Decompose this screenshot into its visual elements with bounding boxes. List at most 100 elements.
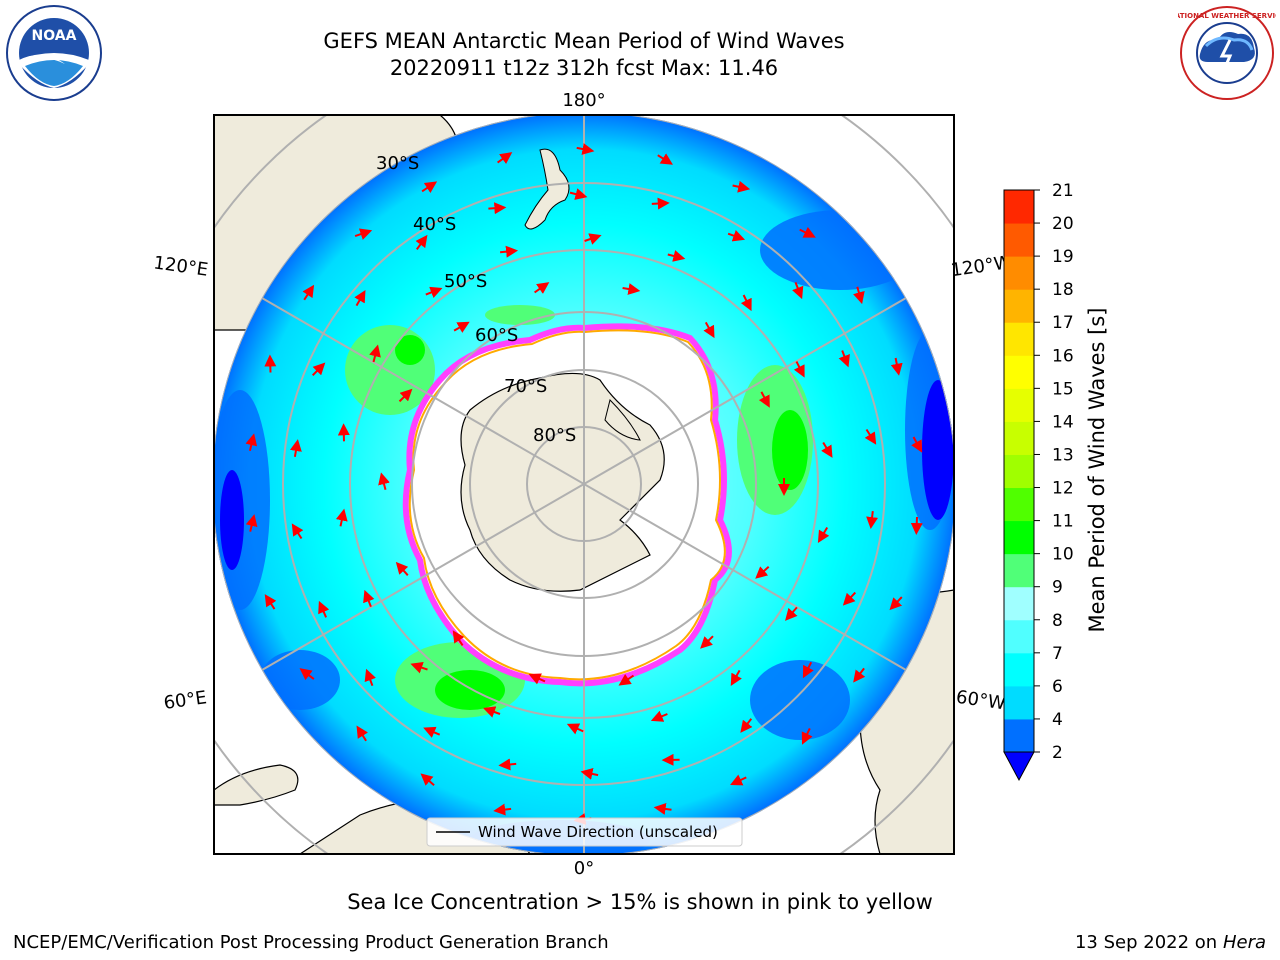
wind-wave-arrow [410, 661, 428, 674]
wind-wave-arrow [864, 428, 877, 445]
wind-wave-arrow [622, 283, 641, 295]
wind-wave-arrow [821, 441, 833, 458]
wind-wave-arrow [584, 233, 602, 245]
wind-wave-arrow [497, 152, 513, 164]
wind-wave-arrow [703, 321, 715, 339]
graticule [214, 115, 954, 854]
wind-wave-arrow [727, 230, 746, 242]
wind-wave-arrow [415, 234, 428, 250]
wind-wave-arrow [799, 226, 816, 238]
wind-wave-arrow [580, 768, 599, 780]
lon-label-180: 180° [562, 90, 605, 111]
colorbar-tick-label: 8 [1052, 611, 1063, 631]
wind-wave-arrow [498, 758, 517, 771]
colorbar-segment [1004, 718, 1034, 753]
wind-wave-arrow [740, 718, 753, 733]
wind-wave-arrow [650, 710, 668, 722]
wind-wave-arrow [651, 197, 670, 210]
wind-wave-arrow [802, 661, 814, 679]
colorbar-tick-label: 6 [1052, 677, 1063, 697]
wind-wave-arrow [730, 669, 742, 687]
wind-wave-arrow [785, 606, 798, 621]
wind-wave-arrow [534, 282, 550, 294]
madagascar-landmass [214, 764, 299, 806]
shortest-period-patches [220, 380, 954, 570]
wind-wave-arrow [423, 726, 441, 738]
wind-wave-arrow [420, 773, 435, 786]
wind-wave-arrow [378, 472, 390, 491]
wind-wave-arrow [453, 321, 470, 333]
colorbar-segment [1004, 454, 1034, 489]
colorbar-border [1003, 189, 1035, 753]
wind-wave-arrow [500, 245, 519, 258]
wind-wave-arrow [488, 202, 507, 215]
wind-wave-arrow [354, 228, 373, 240]
noaa-logo-text: NOAA [32, 28, 77, 44]
colorbar-tick-label: 16 [1052, 346, 1074, 366]
wind-wave-arrow [817, 526, 830, 543]
colorbar-segment [1004, 355, 1034, 389]
colorbar-tick-label: 2 [1052, 743, 1063, 763]
wind-wave-arrow [364, 668, 376, 687]
wind-wave-arrow [354, 290, 366, 307]
wind-wave-arrow [363, 589, 375, 608]
wind-wave-arrow [569, 188, 588, 200]
colorbar-segment [1004, 388, 1034, 422]
noaa-logo: NOAA [6, 5, 102, 101]
wind-wave-arrow [653, 803, 672, 815]
colorbar-segment [1004, 190, 1034, 224]
wind-wave-arrow [740, 294, 752, 312]
wind-wave-arrow [566, 723, 584, 735]
colorbar-segment [1004, 256, 1034, 290]
wind-wave-arrow [299, 668, 315, 681]
lon-label-120e: 120°E [152, 252, 209, 280]
colorbar-tick-label: 14 [1052, 412, 1074, 432]
colorbar-tick-label: 20 [1052, 214, 1074, 234]
sea-ice-caption: Sea Ice Concentration > 15% is shown in … [347, 890, 933, 914]
wind-wave-arrow [732, 180, 751, 193]
colorbar-segment [1004, 586, 1034, 621]
colorbar-tick-label: 19 [1052, 247, 1074, 267]
wind-wave-arrow [289, 439, 302, 457]
wind-wave-arrow [667, 250, 686, 262]
wind-wave-arrow [853, 286, 865, 305]
wind-wave-arrow [369, 344, 381, 363]
lat-label-40s: 40°S [413, 214, 456, 235]
colorbar-segment [1004, 520, 1034, 555]
wind-wave-arrow [395, 561, 409, 576]
colorbar-extend-arrow [1003, 751, 1035, 782]
lat-label-30s: 30°S [376, 153, 419, 174]
lat-label-50s: 50°S [444, 271, 487, 292]
wind-wave-arrow [483, 706, 501, 718]
colorbar-segment [1004, 223, 1034, 257]
wind-wave-arrow [758, 391, 770, 408]
colorbar-tick-label: 11 [1052, 512, 1074, 532]
wind-wave-arrow [264, 594, 277, 610]
colorbar-tick-label: 4 [1052, 710, 1063, 730]
map-frame-border [213, 114, 955, 855]
legend-label: Wind Wave Direction (unscaled) [478, 823, 718, 841]
footer-credit: NCEP/EMC/Verification Post Processing Pr… [13, 932, 609, 953]
colorbar-tick-label: 17 [1052, 313, 1074, 333]
wind-wave-arrow [755, 566, 770, 579]
wind-wave-arrow [730, 774, 747, 786]
wind-wave-arrow [801, 727, 813, 745]
wind-wave-arrow [853, 667, 866, 683]
colorbar-segment [1004, 619, 1034, 654]
wind-wave-arrow [700, 635, 714, 649]
map-subtitle: 20220911 t12z 312h fcst Max: 11.46 [389, 56, 779, 80]
nws-logo: NATIONAL WEATHER SERVICE [1178, 6, 1276, 100]
wind-wave-arrow [335, 508, 348, 527]
colorbar-segment [1004, 421, 1034, 455]
colorbar-tick-label: 12 [1052, 479, 1074, 499]
wind-wave-arrow [302, 284, 315, 301]
colorbar: 2 4 6 7 8 9 10 11 12 13 14 15 16 17 18 19 20 21 [1003, 181, 1074, 782]
colorbar-segment [1004, 289, 1034, 323]
colorbar-segment [1004, 487, 1034, 522]
wind-wave-arrow [657, 153, 673, 165]
colorbar-tick-label: 7 [1052, 644, 1063, 664]
meridian-60e-120w [261, 297, 907, 671]
wind-wave-arrow [793, 361, 805, 378]
footer-date-text: 13 Sep 2022 on [1074, 932, 1218, 953]
